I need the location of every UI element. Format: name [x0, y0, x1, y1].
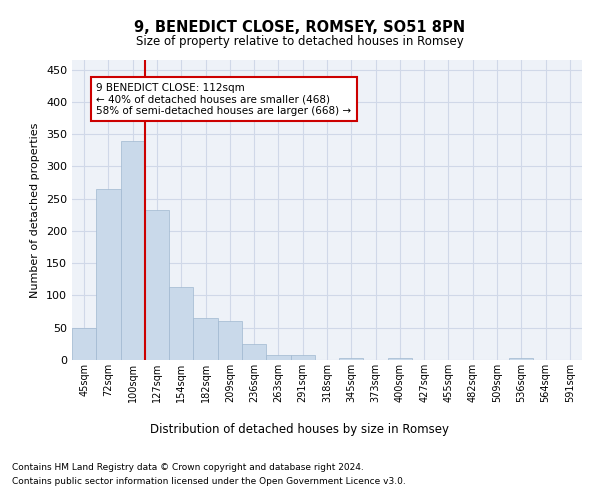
Bar — [242, 344, 266, 360]
Y-axis label: Number of detached properties: Number of detached properties — [31, 122, 40, 298]
Bar — [339, 358, 364, 360]
Bar — [290, 356, 315, 360]
Text: 9 BENEDICT CLOSE: 112sqm
← 40% of detached houses are smaller (468)
58% of semi-: 9 BENEDICT CLOSE: 112sqm ← 40% of detach… — [96, 82, 352, 116]
Bar — [266, 356, 290, 360]
Text: Distribution of detached houses by size in Romsey: Distribution of detached houses by size … — [151, 422, 449, 436]
Text: Contains HM Land Registry data © Crown copyright and database right 2024.: Contains HM Land Registry data © Crown c… — [12, 462, 364, 471]
Bar — [169, 287, 193, 360]
Text: Contains public sector information licensed under the Open Government Licence v3: Contains public sector information licen… — [12, 478, 406, 486]
Bar — [193, 318, 218, 360]
Bar — [388, 358, 412, 360]
Bar — [218, 320, 242, 360]
Bar — [96, 189, 121, 360]
Bar — [72, 328, 96, 360]
Text: Size of property relative to detached houses in Romsey: Size of property relative to detached ho… — [136, 35, 464, 48]
Text: 9, BENEDICT CLOSE, ROMSEY, SO51 8PN: 9, BENEDICT CLOSE, ROMSEY, SO51 8PN — [134, 20, 466, 35]
Bar — [145, 210, 169, 360]
Bar — [121, 140, 145, 360]
Bar — [509, 358, 533, 360]
